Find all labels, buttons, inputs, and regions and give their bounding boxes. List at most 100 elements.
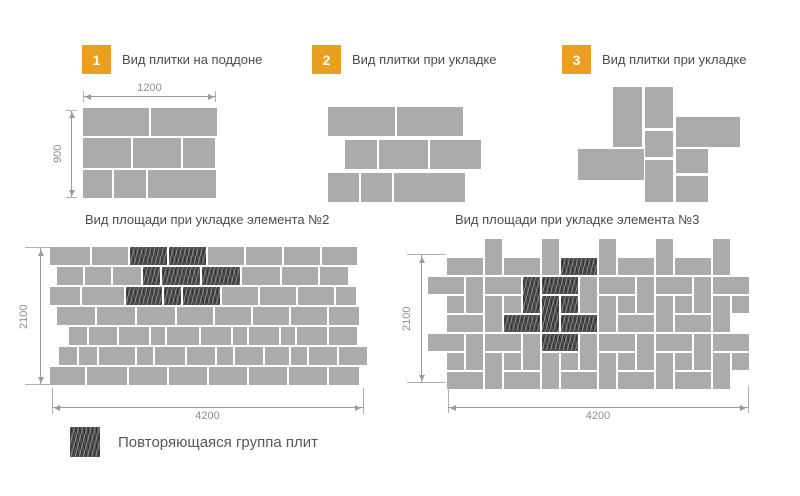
area-3-height-dim-label: 2100 [401, 306, 413, 332]
tile [645, 160, 673, 202]
area-2-height-dim-line [37, 248, 44, 385]
tile [428, 277, 464, 294]
tile [675, 315, 711, 332]
tile [320, 267, 348, 285]
pallet-row [83, 170, 216, 198]
tile [242, 267, 280, 285]
tile [361, 173, 392, 202]
tile [580, 277, 597, 313]
dim-tick [448, 386, 449, 413]
tile [485, 277, 521, 294]
tile [260, 287, 296, 305]
tile [675, 372, 711, 389]
tile [57, 267, 83, 285]
tile [618, 353, 635, 370]
tile [169, 247, 206, 265]
tile [379, 140, 428, 169]
legend: Повторяющаяся группа плит [70, 427, 318, 457]
area-2-height-dim-label: 2100 [18, 304, 30, 329]
section-3-label: Вид плитки при укладке [602, 52, 747, 67]
tile [428, 334, 464, 351]
tile [85, 267, 111, 285]
tile [169, 367, 207, 385]
repeating-group-swatch-icon [70, 427, 100, 457]
tile [235, 347, 263, 365]
tile [183, 138, 215, 168]
tile [329, 327, 357, 345]
pallet-height-dim-line [68, 110, 75, 198]
tile [281, 327, 295, 345]
tile [599, 277, 635, 294]
tile [97, 307, 135, 325]
tile [485, 353, 502, 389]
tile [114, 170, 146, 198]
tile [151, 327, 165, 345]
tile [447, 372, 483, 389]
tile [656, 353, 673, 389]
tile [130, 247, 167, 265]
tile [694, 277, 711, 313]
tile [249, 367, 287, 385]
tile [504, 372, 540, 389]
tile [578, 149, 644, 180]
tile [504, 315, 540, 332]
dim-tick [407, 382, 446, 383]
tile [504, 258, 540, 275]
tile [322, 247, 357, 265]
tile [329, 307, 359, 325]
tile [447, 315, 483, 332]
tile [155, 347, 185, 365]
tile [82, 287, 124, 305]
dim-tick [215, 91, 216, 102]
section-3-header: 3 Вид плитки при укладке [562, 45, 746, 74]
tile [618, 258, 654, 275]
tile [328, 173, 359, 202]
tile [523, 334, 540, 370]
tile [732, 353, 749, 370]
tile [50, 247, 90, 265]
area-2-diagram [50, 247, 380, 387]
pallet-width-dim-line [83, 93, 216, 100]
tile [79, 347, 97, 365]
tile [599, 334, 635, 351]
tile [148, 170, 216, 198]
tile [291, 347, 307, 365]
tile [289, 367, 327, 385]
tile [713, 277, 749, 294]
tile [676, 149, 708, 173]
tile [69, 327, 87, 345]
tile [162, 267, 200, 285]
tile [253, 307, 289, 325]
tile [542, 296, 559, 332]
tile [59, 347, 77, 365]
tile [676, 176, 708, 202]
pallet-row [83, 108, 217, 136]
tile [208, 247, 244, 265]
tile [618, 296, 635, 313]
tile [447, 353, 464, 370]
tile [309, 347, 337, 365]
tile [656, 296, 673, 332]
tile [675, 258, 711, 275]
tile [618, 315, 654, 332]
tile [164, 287, 181, 305]
tile [89, 327, 117, 345]
tile [57, 307, 95, 325]
tile [209, 367, 247, 385]
tile [246, 247, 282, 265]
tile [580, 334, 597, 370]
tile [202, 267, 240, 285]
tile [151, 108, 217, 136]
tile [613, 87, 642, 147]
tile [675, 353, 692, 370]
tile [83, 170, 112, 198]
tile [618, 372, 654, 389]
tile [133, 138, 181, 168]
tile [732, 296, 749, 313]
area-2-width-dim-line [52, 404, 363, 411]
area-3-height-dim-line [418, 255, 425, 383]
tile [466, 334, 483, 370]
tile [113, 267, 141, 285]
tile [99, 347, 135, 365]
tile [645, 87, 673, 128]
